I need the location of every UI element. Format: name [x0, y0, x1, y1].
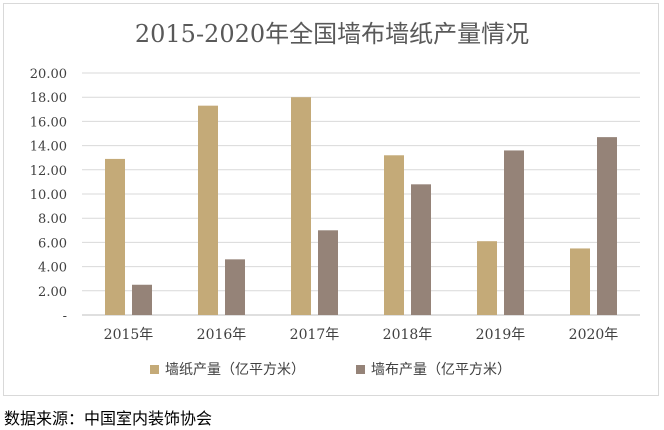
- x-tick-label: 2019年: [476, 327, 526, 343]
- y-tick-label: 18.00: [30, 91, 67, 106]
- bar-wallcloth-3: [411, 184, 431, 315]
- y-tick-label: 16.00: [30, 115, 67, 130]
- x-tick-label: 2018年: [383, 327, 433, 343]
- y-tick-label: 6.00: [38, 236, 67, 251]
- y-tick-label: 10.00: [30, 188, 67, 203]
- bar-wallpaper-0: [105, 158, 125, 315]
- y-tick-label: -: [63, 309, 67, 324]
- y-tick-label: 8.00: [38, 212, 67, 227]
- bar-wallpaper-3: [384, 155, 404, 315]
- bar-chart: - 2.00 4.00 6.00 8.00 10.00 12.00 14.00 16.00 18.…: [30, 67, 640, 378]
- bar-wallcloth-1: [225, 259, 245, 315]
- bar-wallpaper-4: [477, 241, 497, 315]
- bar-wallpaper-5: [570, 248, 590, 315]
- y-tick-label: 14.00: [30, 140, 67, 155]
- legend-swatch: [356, 365, 365, 374]
- y-tick-label: 20.00: [30, 67, 67, 82]
- y-tick-label: 4.00: [38, 261, 67, 276]
- bar-wallcloth-5: [597, 137, 617, 315]
- bar-wallcloth-2: [318, 230, 338, 315]
- bar-wallcloth-4: [504, 150, 524, 315]
- legend-label: 墙布产量（亿平方米）: [371, 362, 511, 378]
- x-tick-label: 2020年: [569, 327, 619, 343]
- legend-swatch: [150, 365, 159, 374]
- bar-wallpaper-2: [291, 97, 311, 315]
- x-tick-label: 2016年: [197, 327, 247, 343]
- x-tick-label: 2017年: [290, 327, 340, 343]
- source-note: 数据来源：中国室内装饰协会: [4, 409, 213, 428]
- y-tick-label: 2.00: [38, 285, 67, 300]
- bar-wallcloth-0: [132, 284, 152, 315]
- y-tick-label: 12.00: [30, 164, 67, 179]
- legend-label: 墙纸产量（亿平方米）: [165, 362, 305, 378]
- chart-title: 2015-2020年全国墙布墙纸产量情况: [134, 20, 530, 48]
- x-tick-label: 2015年: [104, 327, 154, 343]
- bar-wallpaper-1: [198, 105, 218, 315]
